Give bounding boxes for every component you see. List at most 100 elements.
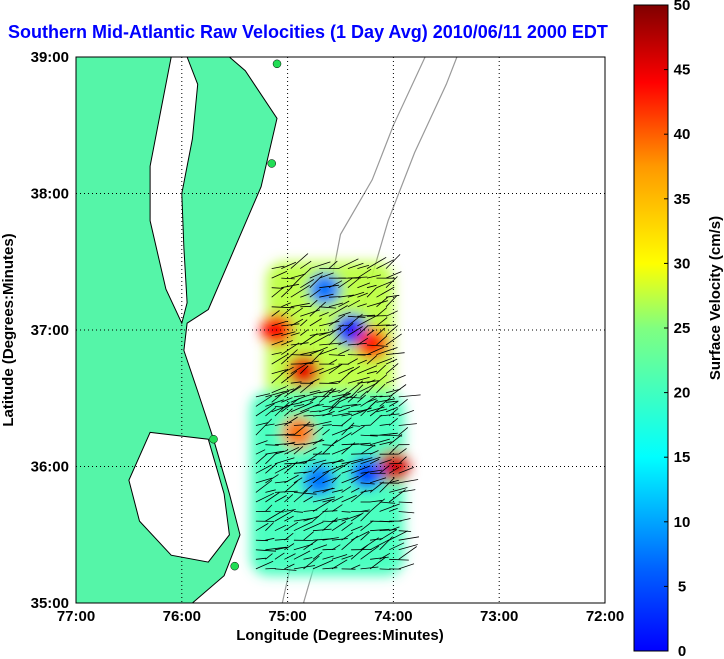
velocity-vector [385, 333, 402, 346]
velocity-vector [303, 447, 317, 455]
velocity-vector [341, 396, 363, 399]
velocity-vector [328, 380, 341, 384]
velocity-vector [265, 492, 280, 503]
colorbar-tick-label: 45 [674, 62, 691, 79]
velocity-vector [274, 401, 290, 417]
velocity-vector [338, 349, 350, 355]
velocity-vector [328, 314, 346, 327]
velocity-vector [319, 328, 342, 336]
velocity-vector [290, 396, 305, 403]
velocity-vector [398, 410, 415, 417]
colorbar-tick-label: 15 [674, 449, 691, 466]
velocity-vector [379, 501, 396, 504]
velocity-vector [370, 528, 390, 532]
velocity-vector [281, 397, 293, 403]
velocity-vector [271, 340, 284, 346]
velocity-vector [309, 378, 320, 384]
velocity-vector [376, 327, 385, 336]
velocity-vector [338, 340, 348, 346]
velocity-vector [350, 465, 371, 474]
velocity-vector [379, 536, 393, 551]
velocity-vector [303, 391, 321, 398]
velocity-vector [338, 387, 347, 394]
velocity-vector [376, 364, 386, 374]
velocity-vector [309, 301, 326, 317]
velocity-vector [385, 406, 398, 413]
velocity-vector [290, 277, 301, 288]
velocity-vector [338, 294, 355, 298]
velocity-vector [366, 381, 379, 394]
velocity-vector [398, 398, 408, 407]
velocity-sample [356, 327, 389, 360]
velocity-vector [281, 349, 298, 365]
velocity-vector [293, 404, 305, 407]
velocity-vector [385, 310, 398, 317]
velocity-vector [300, 365, 309, 374]
colorbar-ticks: 0 5 10 15 20 25 30 35 40 45 50 [664, 0, 690, 659]
velocity-vector [265, 522, 274, 531]
velocity-vector [370, 538, 383, 541]
velocity-vector [376, 374, 388, 384]
y-tick-label: 39:00 [31, 49, 69, 66]
colorbar-tick-label: 25 [674, 320, 691, 337]
velocity-vector [366, 256, 387, 269]
velocity-vector [265, 450, 284, 455]
velocity-vector [319, 284, 340, 289]
velocity-vector [271, 352, 282, 355]
velocity-vector [255, 477, 273, 484]
velocity-vector [319, 320, 340, 327]
velocity-vector [379, 423, 391, 426]
velocity-vector [303, 470, 313, 474]
velocity-vector [350, 457, 373, 465]
velocity-vector [265, 553, 273, 560]
velocity-vector [290, 253, 309, 269]
velocity-vector [312, 396, 330, 398]
velocity-vector [331, 458, 343, 465]
velocity-vector [255, 393, 271, 398]
velocity-vector [274, 538, 289, 541]
velocity-vector [303, 484, 313, 493]
x-tick-label: 77:00 [57, 608, 95, 625]
colorbar-tick-label: 30 [674, 255, 691, 272]
velocity-vector [274, 406, 286, 408]
velocity-vector [300, 268, 311, 279]
velocity-vector [376, 398, 396, 403]
velocity-vector [341, 494, 357, 503]
radar-station-marker [209, 434, 218, 444]
velocity-vector [255, 418, 272, 436]
velocity-vector [322, 464, 344, 474]
velocity-vector [376, 383, 386, 394]
velocity-vector [281, 370, 298, 384]
velocity-vector [338, 311, 351, 317]
velocity-vector [341, 522, 353, 532]
velocity-vector [328, 393, 351, 403]
velocity-vector [341, 532, 354, 541]
velocity-vector [322, 477, 337, 484]
velocity-vector [284, 447, 300, 455]
velocity-vector [388, 444, 400, 455]
velocity-vector [369, 399, 378, 407]
velocity-vector [265, 568, 276, 570]
velocity-vector [389, 558, 409, 561]
velocity-vector [255, 492, 275, 503]
velocity-vector [357, 325, 368, 336]
velocity-vector [265, 504, 273, 512]
velocity-vector [271, 369, 287, 375]
radar-station-marker [267, 159, 276, 168]
velocity-vector [290, 354, 312, 356]
velocity-vector [312, 551, 323, 560]
velocity-vector [274, 457, 295, 465]
velocity-vector [309, 334, 330, 346]
velocity-vector [379, 465, 390, 474]
velocity-vector [300, 309, 321, 317]
velocity-vector [350, 564, 361, 570]
velocity-vector [293, 550, 311, 560]
velocity-vector [274, 442, 295, 446]
velocity-vector [350, 471, 370, 484]
velocity-vector [322, 406, 343, 408]
velocity-vector [281, 283, 300, 289]
velocity-vector [303, 531, 314, 541]
velocity-vector [284, 474, 299, 484]
velocity-vector [271, 353, 290, 365]
velocity-vector [284, 480, 298, 493]
